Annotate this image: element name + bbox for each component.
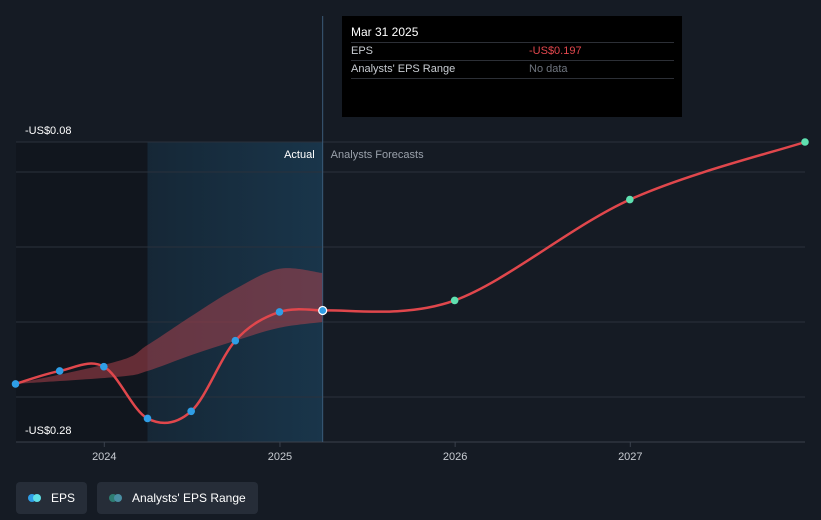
eps-forecast-point	[801, 138, 809, 146]
y-axis-label-bottom: -US$0.28	[25, 425, 71, 437]
eps-range-area	[15, 268, 323, 384]
legend-swatch-icon	[28, 494, 44, 502]
x-tick-label: 2024	[92, 451, 116, 463]
x-tick-label: 2027	[618, 451, 642, 463]
x-tick-label: 2026	[443, 451, 467, 463]
eps-forecast-point	[450, 296, 459, 305]
y-axis-label-top: -US$0.08	[25, 125, 71, 137]
legend-swatch-icon	[109, 494, 125, 502]
tooltip-row-eps: EPS -US$0.197	[351, 42, 674, 60]
eps-actual-line	[14, 308, 324, 425]
eps-actual-point	[187, 407, 195, 416]
eps-actual-point	[318, 305, 328, 316]
eps-actual-point	[275, 308, 284, 316]
legend-label: Analysts' EPS Range	[132, 491, 246, 505]
eps-forecast-point	[626, 195, 634, 204]
x-tick-label: 2025	[268, 451, 292, 463]
eps-actual-point	[11, 380, 20, 388]
swatch-dot	[33, 494, 41, 502]
eps-forecast-line	[321, 140, 807, 313]
tooltip-value: -US$0.197	[529, 45, 582, 57]
swatch-dot	[114, 494, 123, 502]
chart-legend: EPS Analysts' EPS Range	[16, 482, 258, 514]
legend-item-eps[interactable]: EPS	[16, 482, 88, 514]
eps-actual-point	[231, 336, 240, 345]
eps-chart: Actual Analysts Forecasts -US$0.08 -US$0.28…	[11, 16, 809, 463]
tooltip-value: No data	[529, 63, 568, 75]
eps-actual-point	[55, 367, 64, 375]
eps-actual-point	[100, 362, 108, 371]
tooltip-label: Analysts' EPS Range	[351, 63, 456, 75]
legend-label: EPS	[51, 491, 76, 505]
forecast-label: Analysts Forecasts	[331, 149, 424, 161]
tooltip-label: EPS	[351, 45, 374, 57]
tooltip-row-range: Analysts' EPS Range No data	[351, 60, 674, 79]
eps-actual-point	[143, 414, 152, 423]
swatch-dot	[28, 494, 36, 502]
chart-tooltip: Mar 31 2025 EPS -US$0.197 Analysts' EPS …	[342, 16, 682, 117]
swatch-dot	[109, 494, 118, 502]
actual-label: Actual	[284, 149, 315, 161]
tooltip-date: Mar 31 2025	[351, 25, 419, 39]
legend-item-eps-range[interactable]: Analysts' EPS Range	[97, 482, 258, 514]
